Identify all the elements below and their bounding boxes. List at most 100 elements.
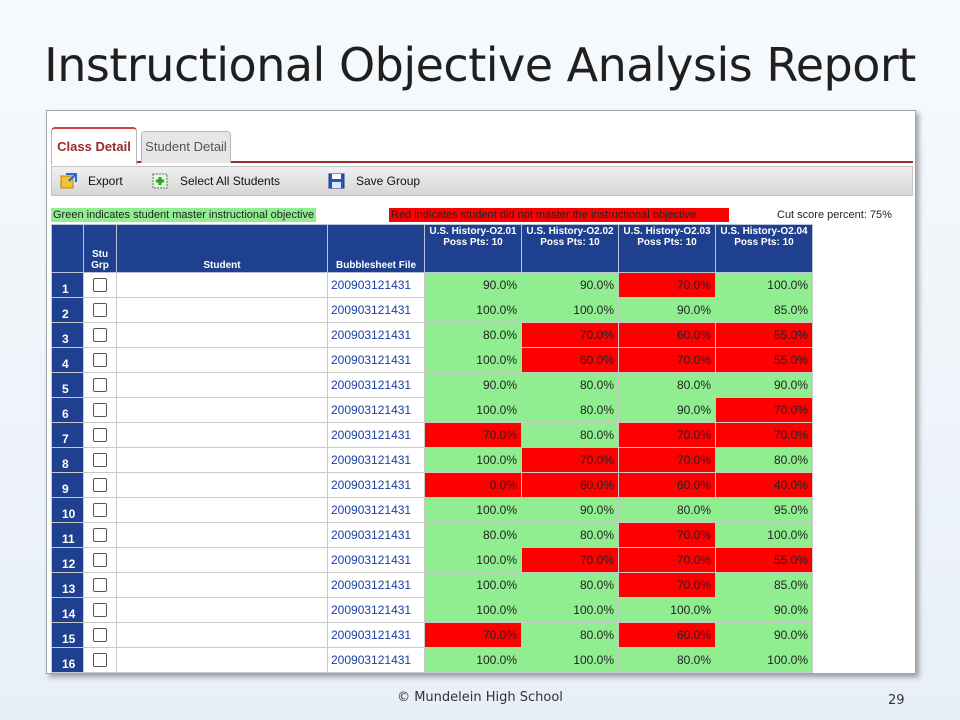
group-checkbox[interactable] (93, 278, 107, 293)
legend-not-mastered: Red indicates student did not master the… (389, 208, 729, 222)
bubblesheet-file-link[interactable]: 200903121431 (331, 303, 412, 317)
bubblesheet-file-link[interactable]: 200903121431 (331, 528, 412, 542)
bubblesheet-file-cell: 200903121431 (327, 497, 425, 523)
student-name-cell (116, 272, 328, 298)
table-row: 16 200903121431 100.0% 100.0% 80.0% 100.0% (51, 647, 813, 673)
bubblesheet-file-cell: 200903121431 (327, 597, 425, 623)
group-checkbox[interactable] (93, 653, 107, 668)
bubblesheet-file-link[interactable]: 200903121431 (331, 628, 412, 642)
bubblesheet-file-link[interactable]: 200903121431 (331, 328, 412, 342)
score-cell: 80.0% (521, 372, 619, 398)
bubblesheet-file-cell: 200903121431 (327, 422, 425, 448)
score-cell: 95.0% (715, 497, 813, 523)
score-cell: 70.0% (618, 347, 716, 373)
score-cell: 100.0% (521, 297, 619, 323)
group-checkbox[interactable] (93, 328, 107, 343)
score-cell: 70.0% (618, 422, 716, 448)
group-checkbox[interactable] (93, 478, 107, 493)
table-row: 5 200903121431 90.0% 80.0% 80.0% 90.0% (51, 372, 813, 398)
legend-mastered: Green indicates student master instructi… (51, 208, 317, 222)
score-cell: 70.0% (424, 622, 522, 648)
bubblesheet-file-cell: 200903121431 (327, 472, 425, 498)
group-checkbox[interactable] (93, 353, 107, 368)
page-number: 29 (888, 693, 905, 708)
footer-copyright: © Mundelein High School (397, 690, 563, 705)
bubblesheet-file-link[interactable]: 200903121431 (331, 653, 412, 667)
bubblesheet-file-link[interactable]: 200903121431 (331, 578, 412, 592)
objective-header[interactable]: U.S. History-O2.01 Poss Pts: 10 (424, 224, 522, 273)
score-cell: 80.0% (521, 422, 619, 448)
table-row: 8 200903121431 100.0% 70.0% 70.0% 80.0% (51, 447, 813, 473)
student-name-cell (116, 447, 328, 473)
score-cell: 60.0% (521, 472, 619, 498)
table-row: 3 200903121431 80.0% 70.0% 60.0% 55.0% (51, 322, 813, 348)
score-cell: 80.0% (618, 497, 716, 523)
cut-score: Cut score percent: 75% (777, 209, 892, 221)
bubblesheet-file-cell: 200903121431 (327, 347, 425, 373)
group-checkbox[interactable] (93, 628, 107, 643)
bubblesheet-file-link[interactable]: 200903121431 (331, 278, 412, 292)
score-cell: 90.0% (424, 272, 522, 298)
table-header-row: Stu Grp Student Bubblesheet File U.S. His… (51, 224, 813, 273)
group-checkbox[interactable] (93, 503, 107, 518)
bubblesheet-file-link[interactable]: 200903121431 (331, 603, 412, 617)
score-cell: 100.0% (424, 597, 522, 623)
student-name-cell (116, 597, 328, 623)
score-cell: 90.0% (715, 597, 813, 623)
group-checkbox[interactable] (93, 553, 107, 568)
score-cell: 80.0% (715, 447, 813, 473)
group-checkbox[interactable] (93, 603, 107, 618)
group-checkbox[interactable] (93, 403, 107, 418)
row-number: 3 (51, 322, 84, 348)
bubblesheet-file-link[interactable]: 200903121431 (331, 553, 412, 567)
bubblesheet-file-link[interactable]: 200903121431 (331, 428, 412, 442)
score-cell: 70.0% (715, 422, 813, 448)
group-checkbox-cell (83, 297, 117, 323)
score-cell: 100.0% (715, 647, 813, 673)
bubblesheet-file-link[interactable]: 200903121431 (331, 453, 412, 467)
bubblesheet-file-cell: 200903121431 (327, 397, 425, 423)
score-cell: 100.0% (424, 397, 522, 423)
score-cell: 100.0% (424, 347, 522, 373)
bubblesheet-file-link[interactable]: 200903121431 (331, 353, 412, 367)
objective-header[interactable]: U.S. History-O2.02 Poss Pts: 10 (521, 224, 619, 273)
objective-header[interactable]: U.S. History-O2.04 Poss Pts: 10 (715, 224, 813, 273)
stu-grp-header: Stu Grp (83, 224, 117, 273)
bubblesheet-file-link[interactable]: 200903121431 (331, 478, 412, 492)
score-cell: 60.0% (618, 472, 716, 498)
group-checkbox[interactable] (93, 428, 107, 443)
group-checkbox-cell (83, 272, 117, 298)
score-cell: 70.0% (521, 547, 619, 573)
save-group-button[interactable]: Save Group (328, 173, 420, 189)
row-number: 2 (51, 297, 84, 323)
score-cell: 90.0% (521, 272, 619, 298)
group-checkbox[interactable] (93, 453, 107, 468)
student-header[interactable]: Student (116, 224, 328, 273)
table-body: 1 200903121431 90.0% 90.0% 70.0% 100.0% 2 20090… (51, 272, 813, 673)
group-checkbox-cell (83, 647, 117, 673)
bubblesheet-file-cell: 200903121431 (327, 547, 425, 573)
select-all-students-button[interactable]: Select All Students (152, 173, 280, 189)
group-checkbox[interactable] (93, 578, 107, 593)
score-cell: 55.0% (715, 347, 813, 373)
select-all-label: Select All Students (180, 174, 281, 188)
tab-student-detail[interactable]: Student Detail (141, 131, 231, 163)
bubblesheet-file-header[interactable]: Bubblesheet File (327, 224, 425, 273)
group-checkbox[interactable] (93, 303, 107, 318)
score-cell: 80.0% (521, 572, 619, 598)
bubblesheet-file-link[interactable]: 200903121431 (331, 378, 412, 392)
group-checkbox[interactable] (93, 378, 107, 393)
score-cell: 80.0% (424, 522, 522, 548)
objective-header[interactable]: U.S. History-O2.03 Poss Pts: 10 (618, 224, 716, 273)
row-number: 6 (51, 397, 84, 423)
group-checkbox[interactable] (93, 528, 107, 543)
score-cell: 70.0% (715, 397, 813, 423)
bubblesheet-file-link[interactable]: 200903121431 (331, 503, 412, 517)
tab-class-detail[interactable]: Class Detail (51, 127, 137, 165)
table-row: 2 200903121431 100.0% 100.0% 90.0% 85.0% (51, 297, 813, 323)
score-cell: 70.0% (424, 422, 522, 448)
score-cell: 100.0% (424, 297, 522, 323)
export-button[interactable]: Export (60, 173, 123, 189)
bubblesheet-file-link[interactable]: 200903121431 (331, 403, 412, 417)
score-cell: 85.0% (715, 572, 813, 598)
